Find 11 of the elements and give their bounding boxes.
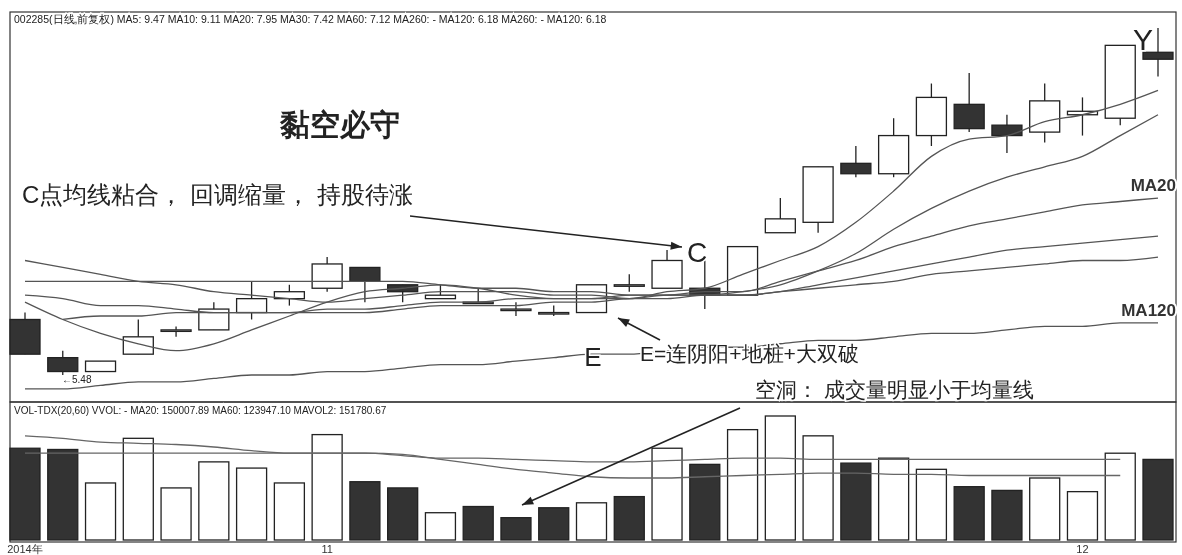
annotation: C (686, 237, 708, 268)
annotation: ←5.48 (62, 374, 92, 385)
x-tick-label: 11 (321, 543, 333, 555)
x-tick-label: 12 (1076, 543, 1089, 555)
text: 空洞： 成交量明显小于均量线 (755, 378, 1034, 401)
annotation: Y (1132, 23, 1154, 56)
annotation: VOL-TDX(20,60) VVOL: - MA20: 150007.89 MA60: 123947.10 MAVOL2: 151780.67 (14, 405, 387, 416)
x-tick-label: 2014年 (7, 543, 43, 555)
text: 002285(日线,前复权) MA5: 9.47 MA10: 9.11 MA20: 7.95 MA30: 7.42 MA60: 7.12 MA260: - MA120: 6.18 MA260: - MA120: 6.18 (14, 13, 607, 25)
annotation: C点均线粘合， 回调缩量， 持股待涨 (22, 181, 413, 208)
text: 黏空必守 (279, 108, 400, 141)
